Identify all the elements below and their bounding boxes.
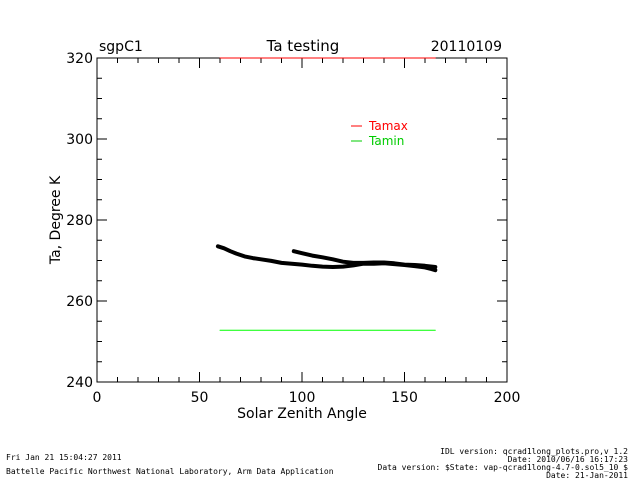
axes: 0 50 100 150 200 240 260 280 300 320 [66, 51, 520, 406]
x-axis-label: Solar Zenith Angle [237, 406, 367, 422]
header-date: 20110109 [431, 39, 502, 55]
plot-frame [96, 57, 508, 383]
footer-date: Date: 2010/06/16 16:17:23 [507, 455, 628, 464]
chart-title: Ta testing [266, 37, 340, 55]
footer-data-version: Data version: $State: vap-qcrad1long-4.7… [377, 463, 628, 472]
footer-timestamp: Fri Jan 21 15:04:27 2011 [6, 453, 122, 462]
y-tick-label: 320 [66, 51, 93, 67]
y-tick-label: 240 [66, 375, 93, 391]
legend-label-tamin: Tamin [368, 134, 404, 148]
series-trace-2-line [291, 249, 438, 269]
y-axis-label: Ta, Degree K [48, 175, 64, 265]
legend: Tamax Tamin [351, 119, 408, 148]
legend-label-tamax: Tamax [368, 119, 408, 133]
y-tick-label: 280 [66, 213, 93, 229]
x-tick-label: 50 [191, 390, 209, 406]
footer-institution: Battelle Pacific Northwest National Labo… [6, 467, 334, 476]
data-series [215, 57, 438, 331]
x-tick-label: 200 [494, 390, 521, 406]
y-tick-label: 300 [66, 132, 93, 148]
x-tick-label: 150 [391, 390, 418, 406]
footer-idl-version: IDL version: qcrad1long_plots.pro,v 1.2 [440, 447, 628, 456]
x-tick-label: 0 [93, 390, 102, 406]
x-tick-label: 100 [289, 390, 316, 406]
y-tick-label: 260 [66, 294, 93, 310]
header-site: sgpC1 [99, 39, 143, 55]
footer-run-date: Date: 21-Jan-2011 [546, 471, 628, 480]
